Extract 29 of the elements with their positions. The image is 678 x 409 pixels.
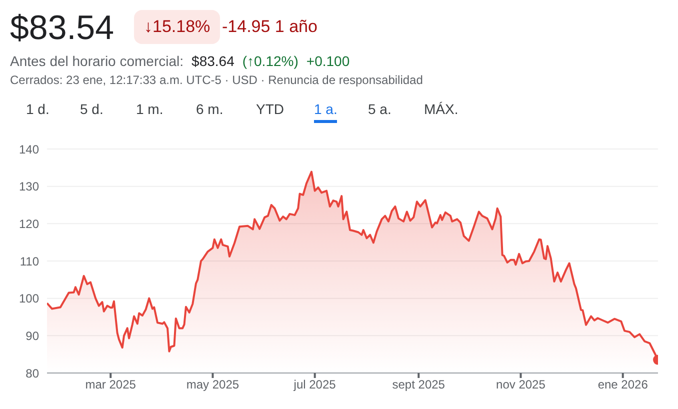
- text: MÁX.: [424, 100, 458, 119]
- text: Cerrados: 23 ene, 12:17:33 a.m. UTC-5 · USD · Renuncia de responsabilidad: [10, 73, 423, 88]
- text: $83.64: [192, 53, 234, 69]
- y-tick-label: 90: [26, 328, 40, 343]
- x-tick-label: ene 2026: [598, 378, 648, 392]
- x-tick-label: nov 2025: [496, 378, 546, 392]
- text: 1 d.: [26, 100, 50, 119]
- text: 1 m.: [136, 100, 164, 119]
- y-tick-label: 110: [20, 254, 40, 268]
- text: Antes del horario comercial:: [10, 53, 184, 69]
- x-tick-label: jul 2025: [292, 378, 336, 392]
- y-tick-label: 100: [18, 292, 40, 306]
- x-tick-label: may 2025: [186, 378, 240, 392]
- text: +0.100: [306, 53, 350, 69]
- text: ↓15.18%: [134, 10, 220, 44]
- text: 6 m.: [196, 100, 224, 119]
- text: 1 a.: [314, 100, 338, 123]
- x-tick-label: sept 2025: [392, 378, 446, 392]
- chart-title: $83.54: [10, 8, 114, 48]
- text: 5 a.: [368, 100, 392, 119]
- text: YTD: [256, 100, 284, 119]
- text: (↑0.12%): [242, 53, 298, 69]
- y-tick-label: 80: [26, 366, 40, 380]
- y-tick-label: 130: [18, 180, 40, 194]
- y-tick-label: 140: [18, 142, 40, 156]
- x-tick-label: mar 2025: [85, 378, 136, 392]
- y-tick-label: 120: [18, 216, 40, 231]
- text: -14.95 1 año: [222, 16, 318, 38]
- text: 5 d.: [80, 100, 104, 119]
